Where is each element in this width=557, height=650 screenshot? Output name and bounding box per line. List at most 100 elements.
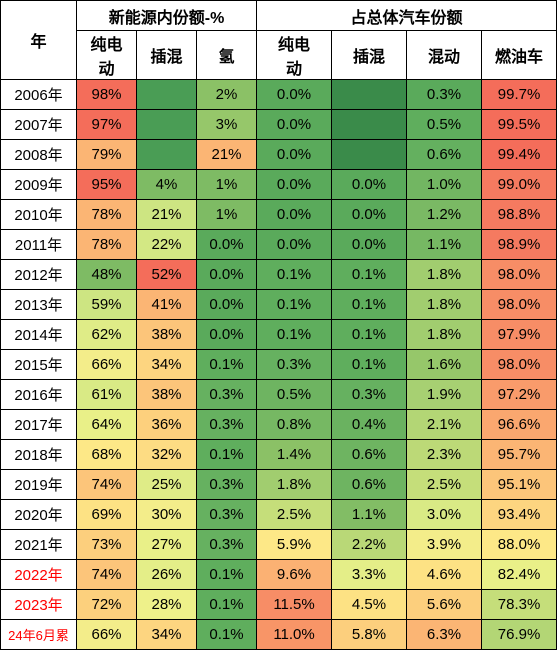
year-cell: 2016年 (1, 380, 77, 410)
data-cell-phev2: 0.3% (332, 380, 407, 410)
data-cell-fcv: 0.1% (197, 620, 257, 650)
data-cell-bev2: 0.0% (257, 110, 332, 140)
header-ice: 燃油车 (482, 31, 557, 80)
data-cell-fcv: 0.3% (197, 530, 257, 560)
data-cell-phev1: 52% (137, 260, 197, 290)
data-cell-bev2: 0.0% (257, 140, 332, 170)
data-cell-phev1: 36% (137, 410, 197, 440)
data-cell-phev1: 38% (137, 320, 197, 350)
data-cell-phev2: 0.0% (332, 200, 407, 230)
data-cell-bev2: 2.5% (257, 500, 332, 530)
data-cell-bev1: 73% (77, 530, 137, 560)
data-cell-hev: 1.2% (407, 200, 482, 230)
data-cell-fcv: 0.3% (197, 470, 257, 500)
table-row: 2008年79%21%0.0%0.6%99.4% (1, 140, 557, 170)
data-cell-bev1: 95% (77, 170, 137, 200)
data-cell-fcv: 0.1% (197, 560, 257, 590)
data-cell-bev2: 0.0% (257, 80, 332, 110)
data-cell-phev1: 25% (137, 470, 197, 500)
data-cell-bev2: 1.8% (257, 470, 332, 500)
year-cell: 2011年 (1, 230, 77, 260)
data-cell-phev2: 0.4% (332, 410, 407, 440)
data-cell-phev2 (332, 140, 407, 170)
year-cell: 2013年 (1, 290, 77, 320)
table-row: 2014年62%38%0.0%0.1%0.1%1.8%97.9% (1, 320, 557, 350)
data-cell-hev: 1.9% (407, 380, 482, 410)
data-cell-bev1: 64% (77, 410, 137, 440)
header-fcv: 氢 (197, 31, 257, 80)
data-cell-phev2 (332, 80, 407, 110)
table-row: 2017年64%36%0.3%0.8%0.4%2.1%96.6% (1, 410, 557, 440)
data-cell-bev2: 9.6% (257, 560, 332, 590)
data-cell-fcv: 2% (197, 80, 257, 110)
data-cell-bev1: 97% (77, 110, 137, 140)
year-cell: 2017年 (1, 410, 77, 440)
data-cell-hev: 1.1% (407, 230, 482, 260)
year-cell: 2015年 (1, 350, 77, 380)
data-cell-fcv: 3% (197, 110, 257, 140)
data-cell-hev: 2.1% (407, 410, 482, 440)
data-cell-bev2: 11.0% (257, 620, 332, 650)
data-cell-bev2: 0.0% (257, 230, 332, 260)
data-cell-phev2: 0.1% (332, 290, 407, 320)
data-cell-phev1 (137, 140, 197, 170)
data-cell-phev1: 21% (137, 200, 197, 230)
data-cell-phev1: 32% (137, 440, 197, 470)
data-cell-phev2: 2.2% (332, 530, 407, 560)
data-cell-hev: 1.0% (407, 170, 482, 200)
data-cell-ice: 98.9% (482, 230, 557, 260)
data-cell-bev1: 66% (77, 350, 137, 380)
data-cell-phev1: 30% (137, 500, 197, 530)
data-cell-hev: 0.5% (407, 110, 482, 140)
data-cell-bev2: 0.1% (257, 260, 332, 290)
table-row: 2018年68%32%0.1%1.4%0.6%2.3%95.7% (1, 440, 557, 470)
data-cell-bev1: 62% (77, 320, 137, 350)
data-cell-ice: 95.1% (482, 470, 557, 500)
table-row: 2023年72%28%0.1%11.5%4.5%5.6%78.3% (1, 590, 557, 620)
data-cell-bev2: 0.1% (257, 320, 332, 350)
data-cell-ice: 99.0% (482, 170, 557, 200)
data-cell-bev2: 0.5% (257, 380, 332, 410)
data-cell-phev1: 34% (137, 620, 197, 650)
header-phev2: 插混 (332, 31, 407, 80)
table-row: 2020年69%30%0.3%2.5%1.1%3.0%93.4% (1, 500, 557, 530)
data-cell-phev1 (137, 80, 197, 110)
table-row: 2010年78%21%1%0.0%0.0%1.2%98.8% (1, 200, 557, 230)
table-row: 2015年66%34%0.1%0.3%0.1%1.6%98.0% (1, 350, 557, 380)
data-cell-phev1: 22% (137, 230, 197, 260)
year-cell: 2009年 (1, 170, 77, 200)
table-row: 2006年98%2%0.0%0.3%99.7% (1, 80, 557, 110)
data-cell-bev1: 59% (77, 290, 137, 320)
year-cell: 2020年 (1, 500, 77, 530)
data-cell-hev: 2.5% (407, 470, 482, 500)
data-cell-hev: 2.3% (407, 440, 482, 470)
data-cell-phev1: 4% (137, 170, 197, 200)
data-cell-hev: 3.9% (407, 530, 482, 560)
table-header: 年 新能源内份额-% 占总体汽车份额 纯电动 插混 氢 纯电动 插混 混动 燃油… (1, 1, 557, 80)
data-cell-phev1: 27% (137, 530, 197, 560)
table-row: 2021年73%27%0.3%5.9%2.2%3.9%88.0% (1, 530, 557, 560)
year-cell: 2008年 (1, 140, 77, 170)
data-cell-ice: 98.0% (482, 350, 557, 380)
data-cell-phev2 (332, 110, 407, 140)
data-cell-phev1: 41% (137, 290, 197, 320)
data-cell-ice: 95.7% (482, 440, 557, 470)
header-group-nev: 新能源内份额-% (77, 1, 257, 31)
data-cell-ice: 76.9% (482, 620, 557, 650)
data-cell-phev2: 0.6% (332, 470, 407, 500)
data-cell-phev2: 5.8% (332, 620, 407, 650)
year-cell: 2022年 (1, 560, 77, 590)
year-cell: 2012年 (1, 260, 77, 290)
data-cell-phev2: 4.5% (332, 590, 407, 620)
data-cell-fcv: 1% (197, 170, 257, 200)
data-cell-ice: 99.5% (482, 110, 557, 140)
data-cell-hev: 0.6% (407, 140, 482, 170)
data-cell-hev: 3.0% (407, 500, 482, 530)
data-cell-ice: 98.0% (482, 260, 557, 290)
data-cell-bev1: 61% (77, 380, 137, 410)
data-cell-ice: 98.0% (482, 290, 557, 320)
data-cell-fcv: 1% (197, 200, 257, 230)
table-row: 2016年61%38%0.3%0.5%0.3%1.9%97.2% (1, 380, 557, 410)
table-row: 2019年74%25%0.3%1.8%0.6%2.5%95.1% (1, 470, 557, 500)
data-cell-bev1: 69% (77, 500, 137, 530)
